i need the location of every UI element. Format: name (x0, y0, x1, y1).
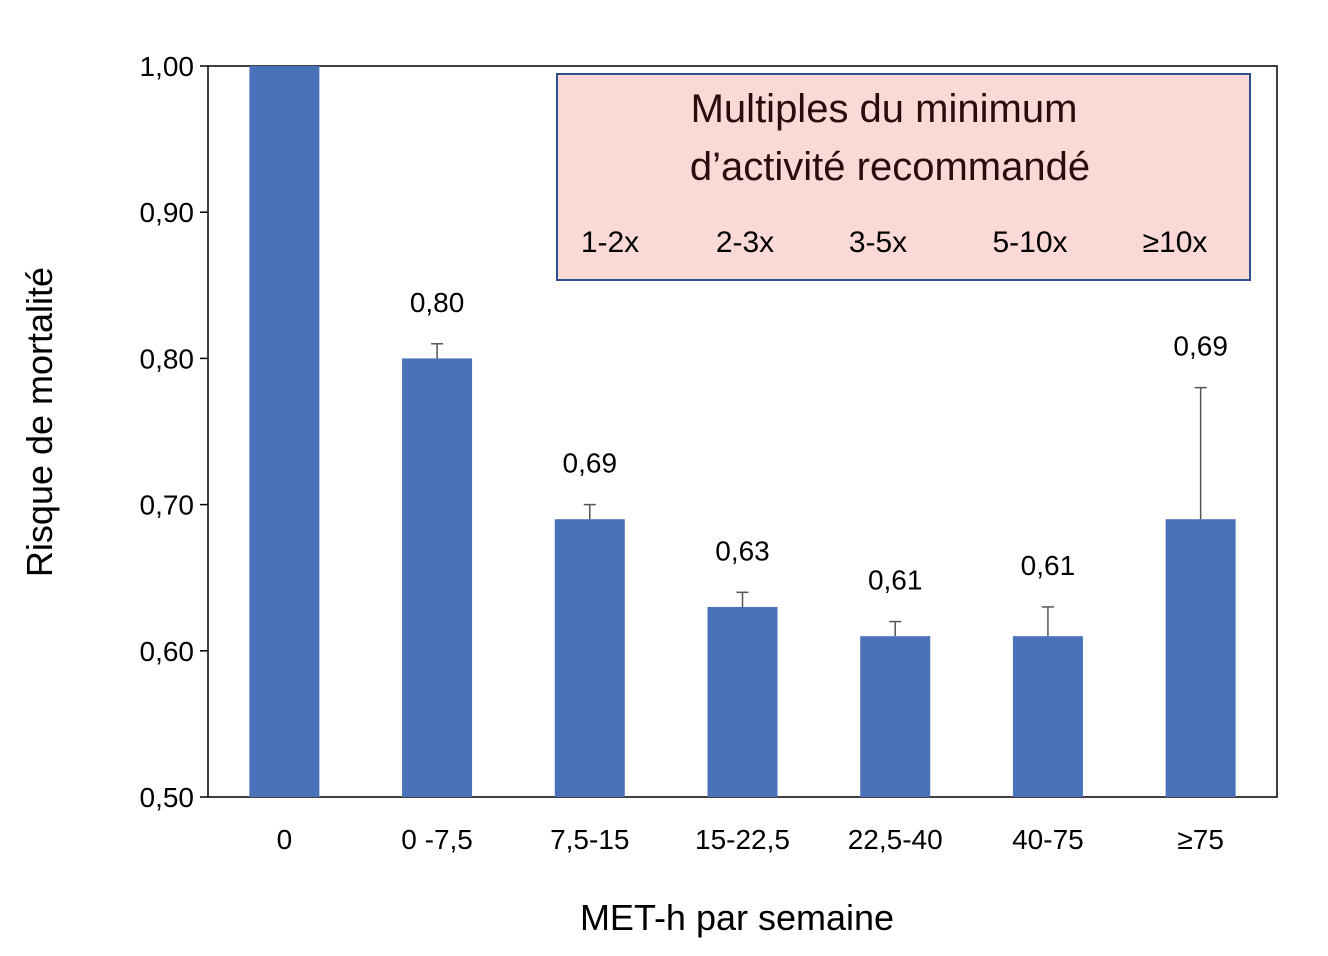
y-tick-label: 0,80 (140, 343, 195, 374)
x-tick-label: 22,5-40 (848, 824, 943, 855)
x-axis-title: MET-h par semaine (580, 897, 894, 938)
y-tick-label: 0,60 (140, 636, 195, 667)
x-axis: 0 0 -7,5 7,5-15 15-22,5 22,5-40 40-75 ≥75 (277, 824, 1224, 855)
annotation-multiple-label: 3-5x (849, 226, 907, 259)
data-label: 0,69 (563, 448, 618, 479)
data-label: 0,63 (715, 535, 770, 566)
annotation-multiple-label: 1-2x (581, 226, 639, 259)
y-tick-label: 1,00 (140, 51, 195, 82)
annotation-title-line1: Multiples du minimum (691, 87, 1078, 131)
x-tick-label: 15-22,5 (695, 824, 790, 855)
y-tick-label: 0,90 (140, 197, 195, 228)
annotation-multiple-label: 2-3x (716, 226, 774, 259)
y-axis: 0,50 0,60 0,70 0,80 0,90 1,00 (140, 51, 208, 813)
bar (554, 519, 625, 797)
annotation-box: Multiples du minimum d’activité recomman… (556, 73, 1251, 281)
bars-group (249, 66, 1236, 797)
bar (707, 606, 778, 797)
y-tick-label: 0,50 (140, 782, 195, 813)
data-label: 0,61 (1021, 550, 1076, 581)
bar (1012, 636, 1083, 797)
y-axis-title: Risque de mortalité (19, 267, 60, 577)
annotation-title-line2: d’activité recommandé (690, 145, 1090, 189)
bar (860, 636, 931, 797)
data-label: 0,69 (1173, 331, 1228, 362)
x-tick-label: 7,5-15 (550, 824, 629, 855)
y-tick-label: 0,70 (140, 490, 195, 521)
error-bars-group (431, 343, 1207, 637)
data-labels-group: 0,80 0,69 0,63 0,61 0,61 0,69 (410, 287, 1228, 596)
x-tick-label: 40-75 (1012, 824, 1084, 855)
bar (249, 66, 320, 797)
annotation-multiple-label: 5-10x (992, 226, 1067, 259)
bar (402, 358, 473, 797)
x-tick-label: 0 (277, 824, 293, 855)
x-tick-label: ≥75 (1177, 824, 1224, 855)
bar (1165, 519, 1236, 797)
annotation-multiple-label: ≥10x (1143, 226, 1208, 259)
data-label: 0,80 (410, 287, 465, 318)
annotation-box-background (556, 73, 1251, 281)
data-label: 0,61 (868, 565, 923, 596)
x-tick-label: 0 -7,5 (401, 824, 473, 855)
annotation-multiples: 1-2x 2-3x 3-5x 5-10x ≥10x (581, 226, 1208, 259)
